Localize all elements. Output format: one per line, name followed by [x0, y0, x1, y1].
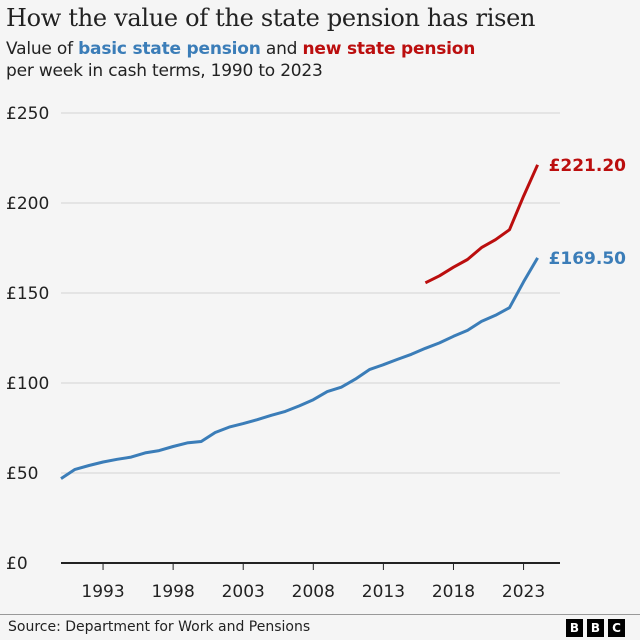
chart-title: How the value of the state pension has r… [6, 4, 536, 32]
subtitle-and: and [260, 39, 303, 59]
y-tick-label: £0 [6, 554, 28, 574]
footer-divider [0, 614, 640, 615]
x-tick-label: 1993 [81, 582, 124, 602]
series-line-basic-state-pension [60, 257, 539, 480]
x-tick-label: 2008 [292, 582, 335, 602]
series-group [60, 164, 539, 480]
y-tick-label: £50 [6, 464, 38, 484]
y-tick-label: £200 [6, 194, 49, 214]
x-tick-label: 1998 [152, 582, 195, 602]
bbc-logo: B B C [566, 619, 625, 637]
legend-basic-state-pension: basic state pension [78, 39, 261, 59]
x-axis: 1993 1998 2003 2008 2013 2018 2023 [61, 562, 560, 602]
logo-letter: C [608, 619, 625, 637]
end-label: £221.20 [549, 156, 627, 176]
end-labels: £169.50 £221.20 [549, 156, 627, 269]
subtitle-prefix: Value of [6, 39, 79, 59]
series-line-new-state-pension [424, 164, 539, 285]
gridlines [61, 112, 560, 474]
y-tick-label: £100 [6, 374, 49, 394]
logo-letter: B [566, 619, 583, 637]
y-axis: £0 £50 £100 £150 £200 £250 [6, 104, 49, 574]
x-tick-label: 2023 [502, 582, 545, 602]
y-tick-label: £150 [6, 284, 49, 304]
source-text: Source: Department for Work and Pensions [8, 619, 311, 635]
x-tick-label: 2018 [432, 582, 475, 602]
logo-letter: B [587, 619, 604, 637]
chart-subtitle: Value of basic state pension and new sta… [6, 38, 475, 82]
y-tick-label: £250 [6, 104, 49, 124]
legend-new-state-pension: new state pension [302, 39, 476, 59]
x-tick-label: 2003 [222, 582, 265, 602]
x-tick-label: 2013 [362, 582, 405, 602]
subtitle-line2: per week in cash terms, 1990 to 2023 [6, 61, 323, 81]
end-label: £169.50 [549, 249, 627, 269]
